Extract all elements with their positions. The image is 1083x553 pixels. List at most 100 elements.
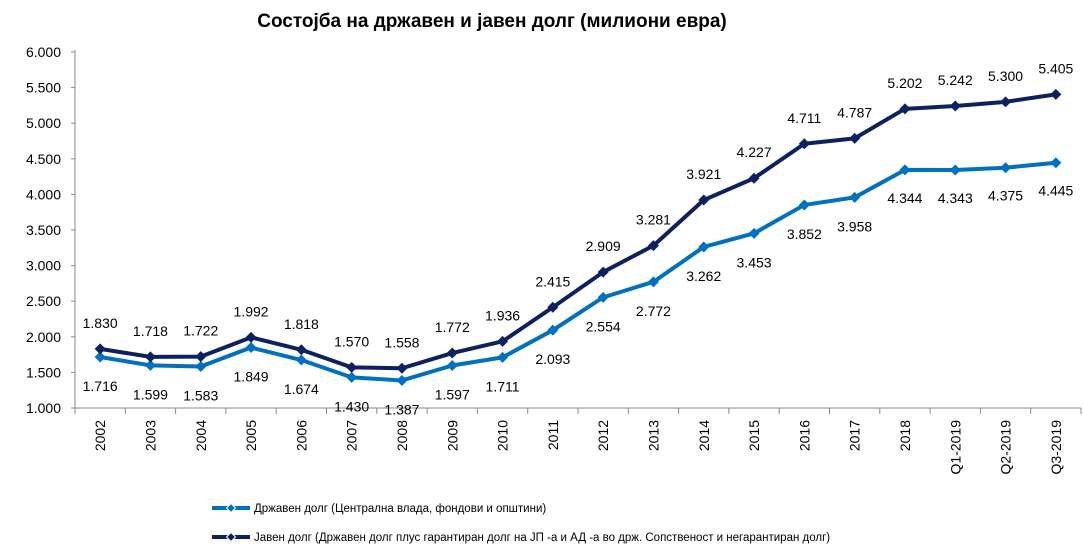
series-lines [94,88,1062,386]
legend-label-2: Јавен долг (Државен долг плус гарантиран… [254,532,830,544]
x-tick-label: 2013 [645,420,661,451]
series-line-2 [99,92,1057,371]
series-2-point [547,301,559,313]
legend-label-1: Државен долг (Централна влада, фондови и… [254,503,546,515]
series-2-data-label: 5.242 [938,72,973,88]
series-1-data-label: 4.343 [938,190,973,206]
series-2-data-label: 1.818 [284,316,319,332]
series-2-point [1050,88,1062,100]
series-1-point [748,227,760,239]
y-tick-label: 3.000 [26,258,61,274]
x-tick-label: 2010 [495,420,511,451]
series-1-data-label: 1.674 [284,381,319,397]
series-2-data-label: 1.992 [234,303,269,319]
series-2-data-label: 5.300 [988,68,1023,84]
y-tick-label: 2.500 [26,293,61,309]
x-tick-label: Q3-2019 [1048,420,1064,475]
data-labels: 1.716 1.599 1.583 1.849 1.674 1.430 1.387 1.597… [83,60,1074,417]
y-tick-label: 2.000 [26,329,61,345]
series-1-point [547,324,559,336]
series-1-point [195,360,207,372]
series-1-data-label: 2.772 [636,303,671,319]
series-1-point [245,342,257,354]
series-2-point [195,351,207,363]
series-1-data-label: 1.430 [334,398,369,414]
y-tick-label: 3.500 [26,222,61,238]
series-1-point [849,191,861,203]
series-1-data-label: 3.453 [737,254,772,270]
chart-title: Состојба на државен и јавен долг (милион… [257,11,727,32]
series-2-point [396,362,408,374]
series-2-data-label: 1.558 [384,334,419,350]
legend: Државен долг (Централна влада, фондови и… [212,502,830,544]
series-1-point [346,371,358,383]
series-2-data-label: 2.415 [535,273,570,289]
y-tick-label: 5.500 [26,80,61,96]
series-2-point [144,351,156,363]
series-2-point [798,138,810,150]
y-tick-label: 4.000 [26,186,61,202]
series-2-point [647,240,659,252]
y-tick-label: 4.500 [26,151,61,167]
series-1-point [1050,157,1062,169]
series-1-data-label: 3.958 [837,218,872,234]
x-tick-label: 2015 [746,420,762,451]
series-2-data-label: 1.772 [435,319,470,335]
series-1-data-label: 1.599 [133,386,168,402]
x-tick-label: 2017 [847,420,863,451]
series-2-point [698,194,710,206]
series-2-point [446,347,458,359]
series-1-point [94,351,106,363]
legend-marker-2 [225,531,237,543]
series-1-point [647,276,659,288]
series-2-data-label: 3.281 [636,212,671,228]
series-1-point [798,199,810,211]
series-line-1 [99,160,1057,383]
series-2-point [346,361,358,373]
legend-marker-1 [225,502,237,514]
y-tick-label: 1.000 [26,400,61,416]
series-1-point [446,359,458,371]
series-2-point [899,103,911,115]
series-1-point [295,354,307,366]
series-1-point [144,359,156,371]
x-tick-label: 2003 [142,420,158,451]
series-2-data-label: 3.921 [686,166,721,182]
y-tick-label: 6.000 [26,44,61,60]
series-2-point [949,100,961,112]
series-1-data-label: 3.852 [787,226,822,242]
series-2-data-label: 4.227 [737,144,772,160]
series-1-data-label: 2.093 [535,351,570,367]
axes: 1.000 1.500 2.000 2.500 3.000 3.500 4.000 4.500… [26,44,1082,475]
series-2-data-label: 5.405 [1038,60,1073,76]
series-2-point [748,172,760,184]
series-2-point [245,331,257,343]
x-tick-label: 2009 [444,420,460,451]
series-1-data-label: 4.375 [988,188,1023,204]
series-1-data-label: 3.262 [686,268,721,284]
x-tick-label: Q1-2019 [947,420,963,475]
series-1-data-label: 1.849 [234,369,269,385]
x-tick-label: 2018 [897,420,913,451]
y-tick-label: 1.500 [26,364,61,380]
series-2-point [295,344,307,356]
series-1-data-label: 4.445 [1038,183,1073,199]
series-1-point [497,351,509,363]
x-tick-label: 2011 [545,420,561,450]
series-2-data-label: 1.830 [83,315,118,331]
x-tick-label: 2004 [193,420,209,451]
series-2-point [597,266,609,278]
series-2-data-label: 5.202 [887,75,922,91]
series-2-data-label: 1.936 [485,307,520,323]
series-2-data-label: 1.570 [334,333,369,349]
series-1-data-label: 2.554 [586,318,621,334]
x-tick-label: 2016 [796,420,812,451]
series-2-point [94,343,106,355]
series-1-point [1000,162,1012,174]
x-tick-label: 2002 [92,420,108,451]
series-1-point [597,291,609,303]
series-2-data-label: 2.909 [586,238,621,254]
series-1-data-label: 4.344 [887,190,922,206]
series-2-data-label: 4.787 [837,104,872,120]
